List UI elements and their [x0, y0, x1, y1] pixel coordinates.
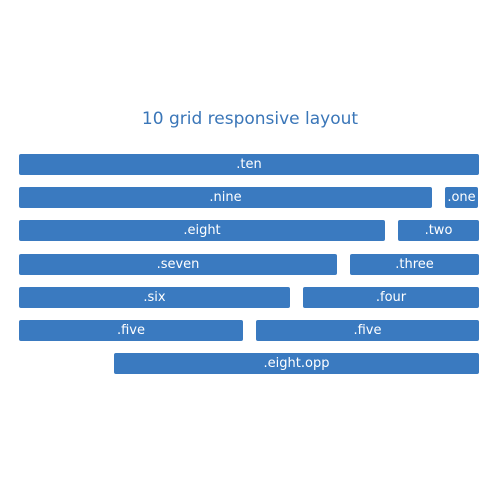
- grid-cell-nine: .nine: [19, 187, 432, 208]
- grid-cell-ten: .ten: [19, 154, 479, 175]
- grid-cell-six: .six: [19, 287, 290, 308]
- grid-cell-five-left: .five: [19, 320, 243, 341]
- grid-cell-eight: .eight: [19, 220, 385, 241]
- grid-cell-two: .two: [398, 220, 479, 241]
- grid-cell-five-right: .five: [256, 320, 479, 341]
- grid-cell-seven: .seven: [19, 254, 337, 275]
- grid-cell-three: .three: [350, 254, 479, 275]
- grid-cell-one: .one: [445, 187, 478, 208]
- grid-cell-eight-opp: .eight.opp: [114, 353, 479, 374]
- page-title: 10 grid responsive layout: [141, 109, 359, 129]
- grid-cell-four: .four: [303, 287, 479, 308]
